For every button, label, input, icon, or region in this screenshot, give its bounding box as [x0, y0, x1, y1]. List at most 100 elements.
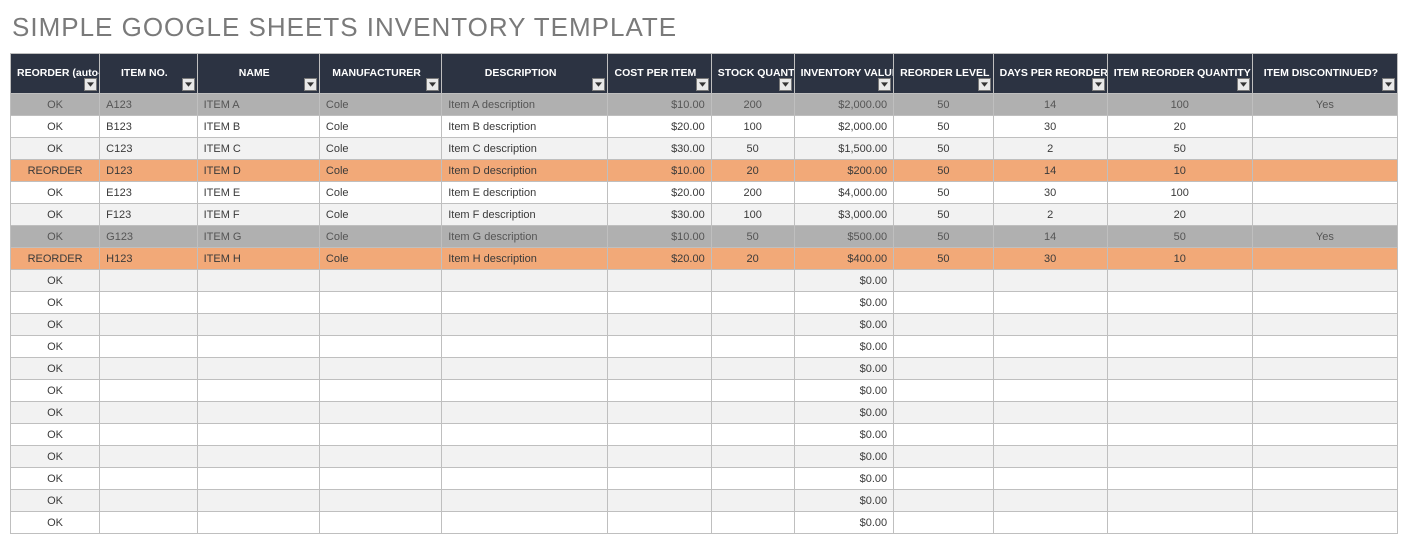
cell-name[interactable]	[197, 358, 319, 380]
cell-reorder[interactable]: OK	[11, 116, 100, 138]
cell-name[interactable]: ITEM F	[197, 204, 319, 226]
cell-rqty[interactable]	[1107, 314, 1252, 336]
cell-mfr[interactable]	[319, 292, 441, 314]
cell-desc[interactable]	[442, 336, 608, 358]
cell-disc[interactable]	[1252, 446, 1397, 468]
filter-dropdown-icon[interactable]	[426, 78, 439, 91]
cell-rqty[interactable]: 10	[1107, 248, 1252, 270]
cell-inv[interactable]: $2,000.00	[794, 94, 894, 116]
cell-cost[interactable]	[608, 512, 712, 534]
cell-disc[interactable]	[1252, 468, 1397, 490]
cell-disc[interactable]	[1252, 512, 1397, 534]
cell-stock[interactable]	[711, 270, 794, 292]
cell-cost[interactable]	[608, 292, 712, 314]
cell-desc[interactable]	[442, 424, 608, 446]
cell-reorder[interactable]: OK	[11, 424, 100, 446]
cell-inv[interactable]: $0.00	[794, 402, 894, 424]
cell-cost[interactable]	[608, 270, 712, 292]
cell-rqty[interactable]: 20	[1107, 204, 1252, 226]
cell-rlevel[interactable]	[894, 336, 994, 358]
cell-stock[interactable]	[711, 490, 794, 512]
cell-inv[interactable]: $0.00	[794, 358, 894, 380]
cell-disc[interactable]	[1252, 380, 1397, 402]
cell-reorder[interactable]: OK	[11, 226, 100, 248]
cell-cost[interactable]	[608, 424, 712, 446]
cell-desc[interactable]	[442, 270, 608, 292]
cell-itemno[interactable]	[100, 358, 197, 380]
cell-rlevel[interactable]: 50	[894, 204, 994, 226]
cell-rqty[interactable]: 50	[1107, 226, 1252, 248]
cell-rqty[interactable]: 50	[1107, 138, 1252, 160]
cell-disc[interactable]	[1252, 402, 1397, 424]
cell-desc[interactable]	[442, 380, 608, 402]
cell-name[interactable]	[197, 424, 319, 446]
cell-inv[interactable]: $4,000.00	[794, 182, 894, 204]
cell-itemno[interactable]	[100, 292, 197, 314]
cell-mfr[interactable]	[319, 358, 441, 380]
cell-mfr[interactable]	[319, 512, 441, 534]
cell-cost[interactable]: $20.00	[608, 116, 712, 138]
cell-desc[interactable]: Item H description	[442, 248, 608, 270]
cell-desc[interactable]	[442, 512, 608, 534]
cell-rlevel[interactable]: 50	[894, 116, 994, 138]
cell-mfr[interactable]: Cole	[319, 226, 441, 248]
cell-inv[interactable]: $0.00	[794, 270, 894, 292]
cell-rlevel[interactable]: 50	[894, 226, 994, 248]
cell-rlevel[interactable]	[894, 270, 994, 292]
cell-itemno[interactable]	[100, 336, 197, 358]
cell-rlevel[interactable]	[894, 446, 994, 468]
cell-desc[interactable]: Item B description	[442, 116, 608, 138]
cell-disc[interactable]	[1252, 270, 1397, 292]
cell-rqty[interactable]	[1107, 336, 1252, 358]
cell-disc[interactable]	[1252, 204, 1397, 226]
cell-disc[interactable]: Yes	[1252, 94, 1397, 116]
cell-disc[interactable]	[1252, 292, 1397, 314]
filter-dropdown-icon[interactable]	[878, 78, 891, 91]
cell-days[interactable]	[993, 270, 1107, 292]
cell-reorder[interactable]: OK	[11, 402, 100, 424]
cell-reorder[interactable]: OK	[11, 204, 100, 226]
filter-dropdown-icon[interactable]	[182, 78, 195, 91]
cell-days[interactable]	[993, 358, 1107, 380]
filter-dropdown-icon[interactable]	[978, 78, 991, 91]
cell-rqty[interactable]	[1107, 358, 1252, 380]
cell-cost[interactable]	[608, 358, 712, 380]
cell-reorder[interactable]: OK	[11, 490, 100, 512]
cell-inv[interactable]: $400.00	[794, 248, 894, 270]
cell-cost[interactable]	[608, 468, 712, 490]
cell-name[interactable]: ITEM G	[197, 226, 319, 248]
cell-stock[interactable]	[711, 314, 794, 336]
cell-rlevel[interactable]	[894, 380, 994, 402]
cell-reorder[interactable]: OK	[11, 336, 100, 358]
cell-reorder[interactable]: OK	[11, 380, 100, 402]
cell-itemno[interactable]	[100, 424, 197, 446]
cell-cost[interactable]	[608, 446, 712, 468]
cell-days[interactable]	[993, 314, 1107, 336]
cell-mfr[interactable]	[319, 380, 441, 402]
cell-itemno[interactable]: G123	[100, 226, 197, 248]
cell-itemno[interactable]	[100, 468, 197, 490]
cell-name[interactable]: ITEM D	[197, 160, 319, 182]
cell-rqty[interactable]	[1107, 380, 1252, 402]
cell-inv[interactable]: $0.00	[794, 314, 894, 336]
cell-days[interactable]	[993, 292, 1107, 314]
cell-mfr[interactable]	[319, 314, 441, 336]
cell-itemno[interactable]	[100, 402, 197, 424]
cell-rqty[interactable]	[1107, 292, 1252, 314]
cell-reorder[interactable]: OK	[11, 358, 100, 380]
cell-mfr[interactable]: Cole	[319, 204, 441, 226]
cell-desc[interactable]	[442, 292, 608, 314]
cell-rlevel[interactable]	[894, 468, 994, 490]
cell-itemno[interactable]: F123	[100, 204, 197, 226]
cell-inv[interactable]: $0.00	[794, 424, 894, 446]
cell-stock[interactable]: 20	[711, 248, 794, 270]
cell-cost[interactable]: $20.00	[608, 248, 712, 270]
cell-cost[interactable]: $10.00	[608, 160, 712, 182]
cell-reorder[interactable]: OK	[11, 270, 100, 292]
cell-mfr[interactable]: Cole	[319, 248, 441, 270]
cell-inv[interactable]: $3,000.00	[794, 204, 894, 226]
cell-days[interactable]: 14	[993, 160, 1107, 182]
cell-stock[interactable]: 50	[711, 226, 794, 248]
cell-stock[interactable]	[711, 402, 794, 424]
cell-reorder[interactable]: OK	[11, 446, 100, 468]
